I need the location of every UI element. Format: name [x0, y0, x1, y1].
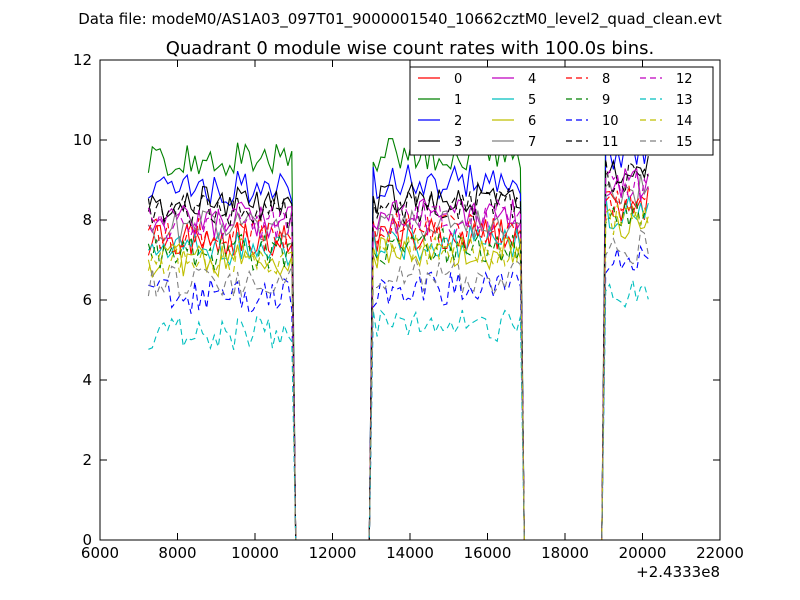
y-tick-label: 8 [82, 211, 92, 229]
x-tick-label: 22000 [696, 544, 744, 562]
x-tick-label: 16000 [464, 544, 512, 562]
x-tick-label: 8000 [158, 544, 196, 562]
series-line-12 [147, 169, 649, 541]
x-tick-label: 20000 [619, 544, 667, 562]
series-line-5 [147, 194, 649, 541]
y-tick-label: 10 [73, 131, 92, 149]
y-tick-label: 0 [82, 531, 92, 549]
series-line-13 [148, 280, 649, 541]
series-line-2 [148, 133, 649, 541]
plot-lines [147, 108, 649, 541]
legend-label-7: 7 [528, 135, 536, 150]
legend-label-2: 2 [454, 114, 462, 129]
x-tick-label: 10000 [231, 544, 279, 562]
series-line-6 [147, 205, 649, 541]
series-line-7 [147, 174, 649, 541]
legend-label-12: 12 [676, 72, 693, 87]
series-line-14 [147, 204, 649, 541]
figure-suptitle: Data file: modeM0/AS1A03_097T01_90000015… [78, 10, 722, 29]
legend-label-4: 4 [528, 72, 536, 87]
x-tick-label: 14000 [386, 544, 434, 562]
legend-label-9: 9 [602, 93, 610, 108]
legend-label-13: 13 [676, 93, 693, 108]
legend-label-8: 8 [602, 72, 610, 87]
legend-label-0: 0 [454, 72, 462, 87]
y-tick-label: 2 [82, 451, 92, 469]
x-offset-label: +2.4333e8 [636, 563, 720, 581]
legend-label-11: 11 [602, 135, 619, 150]
y-tick-label: 12 [73, 51, 92, 69]
x-tick-label: 12000 [309, 544, 357, 562]
series-line-10 [148, 244, 649, 541]
series-line-15 [147, 229, 649, 541]
legend-label-3: 3 [454, 135, 462, 150]
axis-ticks: 6000 8000 10000 12000 14000 16000 18000 20000 22… [73, 51, 744, 562]
series-line-1 [147, 108, 649, 541]
x-tick-label: 6000 [81, 544, 119, 562]
x-tick-label: 18000 [541, 544, 589, 562]
y-tick-label: 6 [82, 291, 92, 309]
legend-label-5: 5 [528, 93, 536, 108]
legend-label-15: 15 [676, 135, 693, 150]
legend-frame [409, 66, 714, 156]
chart-title: Quadrant 0 module wise count rates with … [166, 38, 655, 59]
legend-label-1: 1 [454, 93, 462, 108]
legend-label-14: 14 [676, 114, 693, 129]
legend-label-6: 6 [528, 114, 536, 129]
y-tick-label: 4 [82, 371, 92, 389]
legend-label-10: 10 [602, 114, 619, 129]
series-line-11 [147, 158, 649, 541]
